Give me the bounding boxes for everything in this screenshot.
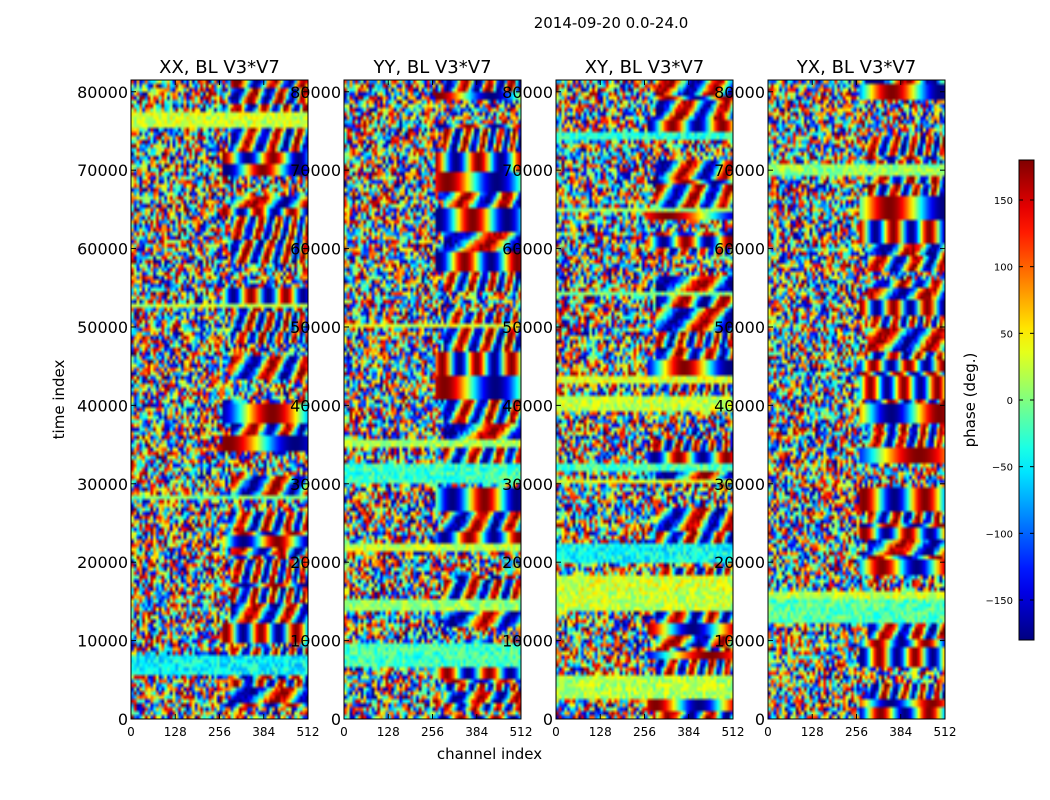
heatmap-panel: YX, BL V3*V7 0 128 256 384 512 0 10000 20000 3000… xyxy=(714,57,956,739)
y-tick-label: 60000 xyxy=(714,240,765,259)
x-tick-label: 128 xyxy=(589,725,612,739)
y-tick-label: 40000 xyxy=(714,396,765,415)
panel-title: YX, BL V3*V7 xyxy=(796,57,916,78)
panel-title: YY, BL V3*V7 xyxy=(372,57,491,78)
colorbar: phase (deg.) 150 100 50 0 −50 −100 −150 xyxy=(961,159,1035,641)
y-tick-label: 0 xyxy=(331,710,341,729)
heatmap-panel: YY, BL V3*V7 0 128 256 384 512 0 10000 20000 3000… xyxy=(290,57,542,763)
x-tick-label: 256 xyxy=(208,725,231,739)
heatmap-image xyxy=(768,80,945,719)
y-tick-label: 20000 xyxy=(714,553,765,572)
y-tick-label: 60000 xyxy=(77,240,128,259)
figure-title: 2014-09-20 0.0-24.0 xyxy=(534,14,689,32)
x-tick-label: 0 xyxy=(340,725,348,739)
x-tick-label: 256 xyxy=(845,725,868,739)
y-tick-label: 40000 xyxy=(290,396,341,415)
x-tick-label: 384 xyxy=(677,725,700,739)
x-tick-label: 128 xyxy=(164,725,187,739)
x-tick-label: 0 xyxy=(127,725,135,739)
y-tick-label: 20000 xyxy=(502,553,553,572)
y-tick-label: 30000 xyxy=(290,475,341,494)
x-tick-label: 256 xyxy=(421,725,444,739)
colorbar-tick-label: 50 xyxy=(1000,329,1013,340)
colorbar-tick-label: −100 xyxy=(986,529,1013,540)
colorbar-tick-label: 150 xyxy=(994,196,1013,207)
y-tick-label: 0 xyxy=(755,710,765,729)
y-tick-label: 70000 xyxy=(714,161,765,180)
y-tick-label: 30000 xyxy=(77,475,128,494)
colorbar-tick-label: 100 xyxy=(994,263,1013,274)
x-tick-label: 128 xyxy=(801,725,824,739)
x-tick-label: 384 xyxy=(252,725,275,739)
y-tick-label: 40000 xyxy=(77,396,128,415)
y-tick-label: 50000 xyxy=(290,318,341,337)
colorbar-tick-label: −50 xyxy=(992,463,1013,474)
y-tick-label: 80000 xyxy=(290,83,341,102)
y-tick-label: 0 xyxy=(118,710,128,729)
y-tick-label: 30000 xyxy=(714,475,765,494)
heatmap-panel: XX, BL V3*V7 0 128 256 384 512 0 10000 20000 3000… xyxy=(50,57,319,739)
x-axis-label: channel index xyxy=(437,745,542,763)
heatmap-image xyxy=(556,80,733,719)
x-tick-label: 256 xyxy=(633,725,656,739)
y-tick-label: 50000 xyxy=(77,318,128,337)
y-tick-label: 50000 xyxy=(502,318,553,337)
colorbar-label: phase (deg.) xyxy=(961,353,979,448)
x-tick-label: 128 xyxy=(377,725,400,739)
y-axis-label: time index xyxy=(50,360,68,440)
y-tick-label: 10000 xyxy=(714,632,765,651)
y-tick-label: 80000 xyxy=(714,83,765,102)
x-tick-label: 512 xyxy=(934,725,957,739)
x-tick-label: 512 xyxy=(722,725,745,739)
heatmap-image xyxy=(344,80,521,719)
y-tick-label: 0 xyxy=(543,710,553,729)
y-tick-label: 10000 xyxy=(502,632,553,651)
y-tick-label: 70000 xyxy=(290,161,341,180)
colorbar-tick-label: 0 xyxy=(1007,396,1013,407)
panel-title: XY, BL V3*V7 xyxy=(585,57,704,78)
x-tick-label: 0 xyxy=(552,725,560,739)
x-tick-label: 512 xyxy=(297,725,320,739)
heatmap-image xyxy=(131,80,308,719)
x-tick-label: 384 xyxy=(889,725,912,739)
y-tick-label: 70000 xyxy=(502,161,553,180)
y-tick-label: 20000 xyxy=(77,553,128,572)
y-tick-label: 70000 xyxy=(77,161,128,180)
y-tick-label: 30000 xyxy=(502,475,553,494)
panel-title: XX, BL V3*V7 xyxy=(159,57,280,78)
y-tick-label: 80000 xyxy=(502,83,553,102)
y-tick-label: 40000 xyxy=(502,396,553,415)
x-tick-label: 512 xyxy=(510,725,533,739)
y-tick-label: 60000 xyxy=(502,240,553,259)
x-tick-label: 0 xyxy=(764,725,772,739)
x-tick-label: 384 xyxy=(465,725,488,739)
y-tick-label: 50000 xyxy=(714,318,765,337)
colorbar-tick-label: −150 xyxy=(986,596,1013,607)
y-tick-label: 10000 xyxy=(77,632,128,651)
y-tick-label: 20000 xyxy=(290,553,341,572)
y-tick-label: 10000 xyxy=(290,632,341,651)
y-tick-label: 80000 xyxy=(77,83,128,102)
heatmap-panel: XY, BL V3*V7 0 128 256 384 512 0 10000 20000 3000… xyxy=(502,57,744,739)
y-tick-label: 60000 xyxy=(290,240,341,259)
